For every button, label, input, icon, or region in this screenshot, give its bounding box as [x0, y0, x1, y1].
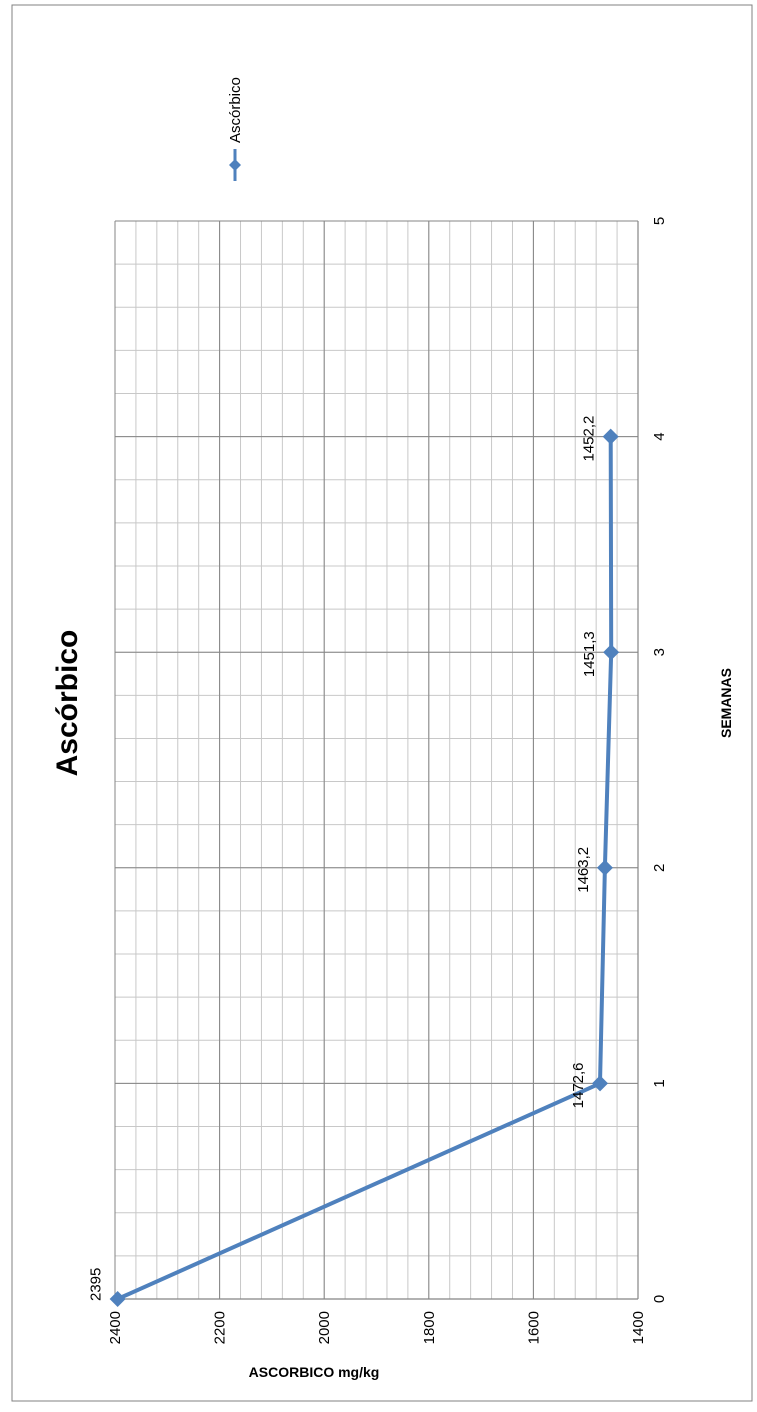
chart-title: Ascórbico	[51, 630, 84, 777]
x-tick-label: 4	[651, 432, 668, 440]
x-axis-title: SEMANAS	[718, 668, 734, 738]
data-point-marker	[109, 1291, 126, 1307]
axes: 0 1 2 3 4 5 1400 1600 1800 2000 2200 2400	[107, 217, 668, 1345]
legend-label: Ascórbico	[227, 77, 244, 143]
y-tick-label: 2400	[107, 1311, 124, 1344]
data-point-marker	[602, 428, 619, 445]
x-tick-label: 2	[651, 864, 668, 872]
data-label: 2395	[88, 1268, 105, 1301]
series-layer	[109, 428, 620, 1307]
data-point-marker	[603, 644, 620, 661]
legend: Ascórbico	[227, 77, 244, 181]
legend-marker	[229, 159, 241, 171]
x-tick-label: 3	[651, 648, 668, 656]
x-tick-label: 0	[651, 1295, 668, 1303]
data-label: 1463,2	[575, 847, 592, 893]
data-label: 1451,3	[581, 631, 598, 677]
y-tick-label: 1400	[630, 1311, 647, 1344]
labels-layer: 2395 1472,6 1463,2 1451,3 1452,2	[88, 416, 599, 1301]
data-label: 1472,6	[570, 1062, 587, 1108]
y-tick-label: 1800	[421, 1311, 438, 1344]
rotated-chart: 0 1 2 3 4 5 1400 1600 1800 2000 2200 2400 2395 1472,…	[51, 77, 734, 1380]
data-label: 1452,2	[581, 416, 598, 462]
y-tick-label: 2200	[212, 1311, 229, 1344]
chart-frame	[11, 4, 753, 1402]
y-tick-label: 2000	[316, 1311, 333, 1344]
y-axis-title: ASCORBICO mg/kg	[249, 1364, 380, 1380]
data-point-marker	[596, 859, 613, 876]
x-tick-label: 1	[651, 1079, 668, 1087]
y-tick-label: 1600	[525, 1311, 542, 1344]
x-tick-label: 5	[651, 217, 668, 225]
